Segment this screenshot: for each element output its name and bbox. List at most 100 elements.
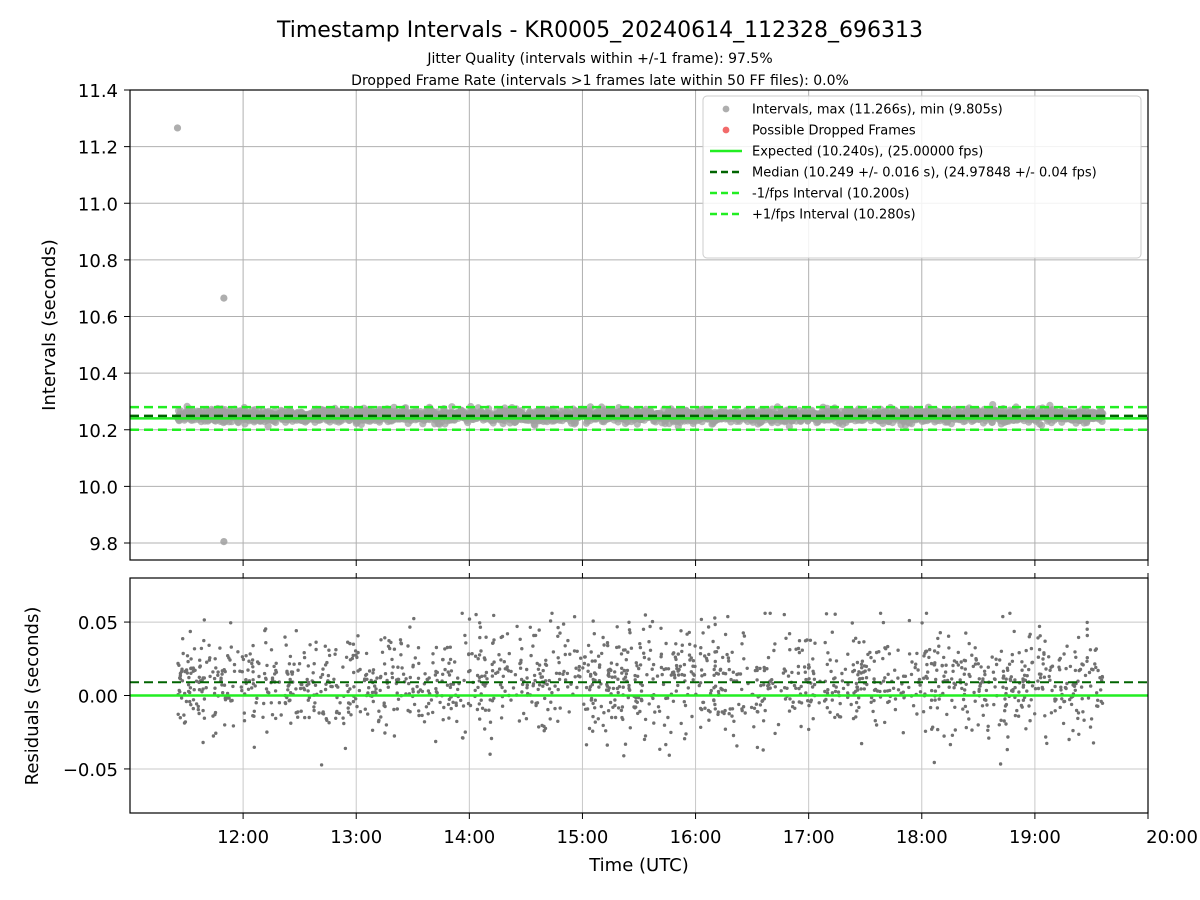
residual-point [833, 676, 837, 680]
residual-point [626, 650, 630, 654]
residual-point [1010, 689, 1014, 693]
residual-point [963, 688, 967, 692]
residual-point [223, 698, 228, 702]
residual-point [286, 684, 290, 688]
residual-point [431, 652, 435, 656]
residual-point [478, 625, 483, 629]
residual-point [758, 666, 762, 671]
residual-point [590, 659, 594, 663]
residual-point [1042, 675, 1047, 679]
residual-point [772, 648, 776, 653]
residual-point [960, 666, 964, 670]
residual-point [208, 656, 212, 660]
bottom-y-tick-label: 0.00 [78, 687, 118, 708]
residual-point [423, 672, 427, 676]
residual-point [264, 641, 268, 645]
residual-point [896, 676, 900, 680]
residual-point [1073, 688, 1078, 692]
residual-point [296, 715, 300, 719]
residual-point [468, 668, 472, 673]
residual-point [252, 745, 256, 749]
residual-point [998, 658, 1002, 662]
residual-point [584, 685, 589, 690]
residual-point [800, 648, 804, 652]
residual-point [963, 667, 967, 671]
residual-point [323, 644, 327, 648]
residual-point [723, 727, 728, 731]
residual-point [532, 633, 536, 638]
residual-point [248, 652, 252, 656]
residual-point [302, 688, 307, 692]
residual-point [964, 725, 968, 730]
residual-point [830, 630, 834, 634]
residual-point [240, 688, 244, 693]
residual-point [671, 699, 676, 703]
residual-point [828, 710, 832, 714]
residual-point [1096, 698, 1100, 702]
residual-point [541, 684, 545, 688]
residual-point [411, 663, 415, 667]
residual-point [298, 686, 303, 691]
residual-point [982, 669, 987, 673]
residual-point [1047, 655, 1051, 659]
residual-point [964, 682, 968, 686]
residual-point [545, 682, 549, 687]
residual-point [753, 668, 758, 673]
bottom-y-tick-label: −0.05 [63, 760, 118, 781]
residual-point [909, 672, 914, 677]
residual-point [1058, 656, 1063, 661]
residual-point [652, 721, 656, 725]
residual-point [532, 673, 537, 678]
residual-point [872, 688, 877, 692]
residual-point [963, 704, 968, 709]
residual-point [1062, 699, 1067, 704]
residual-point [447, 673, 452, 677]
residual-point [799, 724, 803, 729]
residual-point [727, 667, 731, 672]
residual-point [579, 656, 583, 660]
residual-point [714, 671, 719, 675]
residual-point [887, 652, 892, 656]
bottom-reference-lines [130, 681, 1148, 697]
residual-point [655, 674, 660, 678]
residual-point [619, 708, 624, 713]
residual-point [334, 716, 338, 720]
residual-point [288, 691, 293, 695]
residual-point [250, 658, 255, 662]
residual-point [973, 699, 977, 703]
residual-point [273, 689, 278, 693]
residual-point [308, 643, 312, 647]
residual-point [840, 671, 844, 676]
residual-point [537, 628, 541, 632]
residual-point [284, 643, 288, 647]
residual-point [828, 658, 832, 662]
residual-point [1053, 684, 1057, 689]
residual-point [1094, 647, 1099, 651]
residual-point [434, 739, 438, 744]
residual-point [390, 657, 394, 662]
residual-point [910, 660, 914, 664]
residual-point [376, 719, 381, 724]
residual-point [642, 655, 647, 660]
residual-point [643, 613, 648, 617]
residual-point [927, 655, 931, 660]
residual-point [561, 622, 566, 626]
residual-point [1091, 741, 1096, 745]
residual-point [977, 689, 981, 693]
residual-point [556, 656, 560, 660]
residual-point [294, 711, 298, 715]
residual-point [325, 660, 329, 665]
residual-point [1043, 714, 1047, 718]
residual-point [262, 701, 266, 706]
residual-point [822, 699, 827, 703]
x-tick-label: 12:00 [217, 827, 269, 848]
residual-point [488, 752, 492, 756]
residual-point [907, 618, 912, 623]
residual-point [1012, 629, 1016, 634]
residual-point [356, 634, 360, 638]
residual-point [621, 717, 625, 722]
residual-point [1024, 648, 1028, 653]
residual-point [479, 698, 483, 702]
residual-point [557, 660, 561, 665]
residual-point [1007, 662, 1012, 666]
